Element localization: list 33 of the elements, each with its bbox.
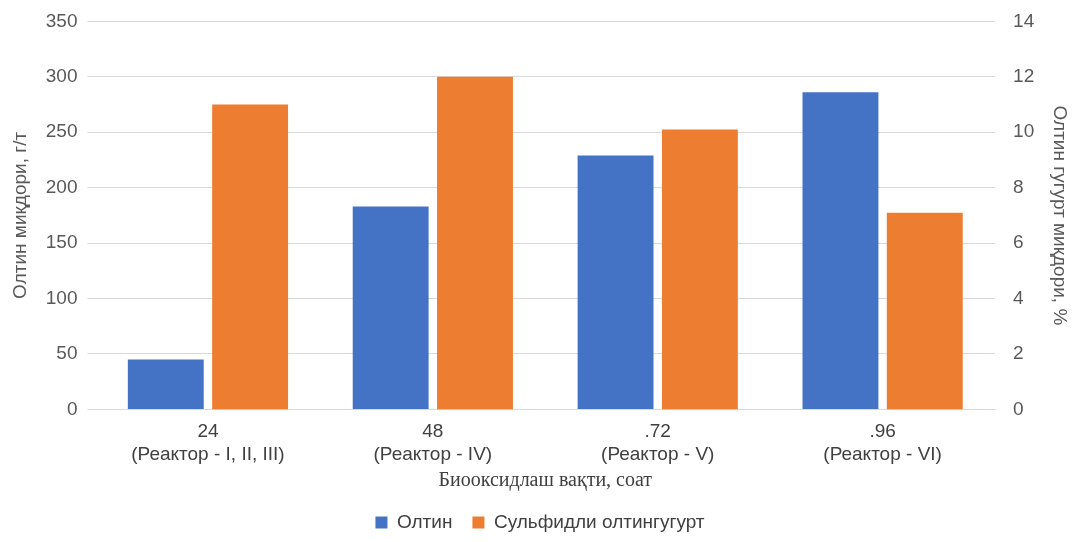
bar: [352, 206, 429, 409]
y2-tick-label: 2: [1013, 342, 1024, 364]
y-tick-label: 100: [45, 286, 78, 308]
y-tick-label: 250: [45, 120, 78, 142]
x-tick-label: .96 (Реактор - VI): [823, 420, 942, 464]
y-tick-label: 300: [45, 65, 78, 87]
y-tick-label: 350: [45, 9, 78, 31]
bar: [577, 155, 654, 409]
y2-tick-label: 12: [1013, 65, 1035, 87]
y2-tick-label: 6: [1013, 231, 1024, 253]
x-tick-label: 48 (Реактор - IV): [373, 420, 493, 464]
y-tick-label: 0: [66, 397, 78, 419]
x-axis-title: Биооксидлаш вақти, соат: [438, 468, 653, 492]
y2-tick-label: 8: [1013, 175, 1024, 197]
y-tick-label: 150: [45, 231, 78, 253]
bar: [802, 92, 879, 409]
legend-label: Сульфидли олтингугурт: [493, 510, 705, 532]
x-tick-label: .72 (Реактор - V): [601, 420, 715, 464]
y2-tick-label: 4: [1013, 286, 1025, 308]
bar: [886, 212, 963, 410]
legend-label: Олтин: [396, 510, 453, 532]
bar: [127, 359, 204, 409]
y-axis-title: Олтин миқдори, г/т: [8, 131, 30, 299]
y2-tick-label: 14: [1013, 9, 1035, 31]
y-tick-label: 200: [45, 175, 78, 197]
bar: [437, 76, 513, 410]
y2-tick-label: 10: [1013, 120, 1035, 142]
x-tick-label: 24 (Реактор - I, II, III): [131, 420, 285, 464]
y2-axis-title: Олтин гугурт миқдори, %: [1050, 105, 1072, 326]
y-tick-label: 50: [56, 342, 78, 364]
bar: [661, 129, 738, 410]
bar: [212, 104, 289, 410]
y2-tick-label: 0: [1013, 397, 1024, 419]
